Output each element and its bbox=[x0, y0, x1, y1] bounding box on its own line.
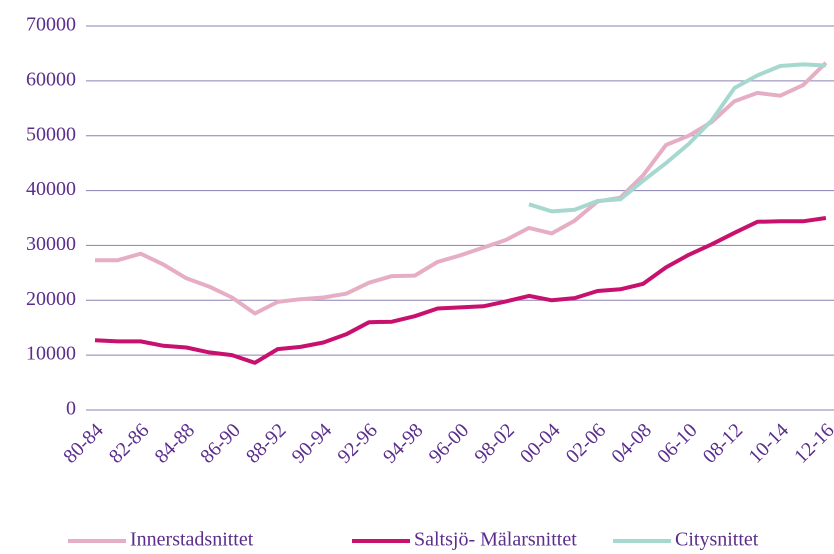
x-tick-label: 96-00 bbox=[425, 419, 474, 468]
series-line bbox=[94, 216, 827, 365]
y-tick-label: 60000 bbox=[26, 68, 76, 90]
legend-label: Saltsjö- Mälarsnittet bbox=[414, 529, 577, 551]
x-tick-label: 90-94 bbox=[288, 419, 337, 468]
legend-label: Innerstadsnittet bbox=[130, 529, 254, 551]
x-tick-label: 84-88 bbox=[151, 419, 200, 468]
x-tick-label: 06-10 bbox=[653, 419, 702, 468]
y-tick-label: 0 bbox=[66, 398, 76, 420]
x-tick-label: 80-84 bbox=[59, 419, 108, 468]
x-tick-label: 00-04 bbox=[516, 419, 565, 468]
x-tick-label: 04-08 bbox=[607, 419, 656, 468]
x-tick-label: 82-86 bbox=[105, 419, 154, 468]
x-tick-label: 88-92 bbox=[242, 419, 291, 468]
series-line bbox=[95, 61, 828, 316]
y-tick-label: 20000 bbox=[26, 288, 76, 310]
y-tick-label: 30000 bbox=[26, 233, 76, 255]
y-tick-label: 50000 bbox=[26, 123, 76, 145]
y-tick-label: 70000 bbox=[26, 14, 76, 36]
x-tick-label: 08-12 bbox=[699, 419, 748, 468]
x-tick-label: 92-96 bbox=[333, 419, 382, 468]
x-tick-label: 02-06 bbox=[562, 419, 611, 468]
x-tick-label: 86-90 bbox=[196, 419, 245, 468]
x-tick-label: 94-98 bbox=[379, 419, 428, 468]
x-tick-label: 98-02 bbox=[470, 419, 519, 468]
legend-label: Citysnittet bbox=[675, 529, 759, 551]
y-tick-label: 10000 bbox=[26, 343, 76, 365]
x-tick-label: 12-16 bbox=[790, 419, 834, 468]
x-tick-label: 10-14 bbox=[744, 419, 793, 468]
y-tick-label: 40000 bbox=[26, 178, 76, 200]
series-line bbox=[528, 62, 826, 214]
